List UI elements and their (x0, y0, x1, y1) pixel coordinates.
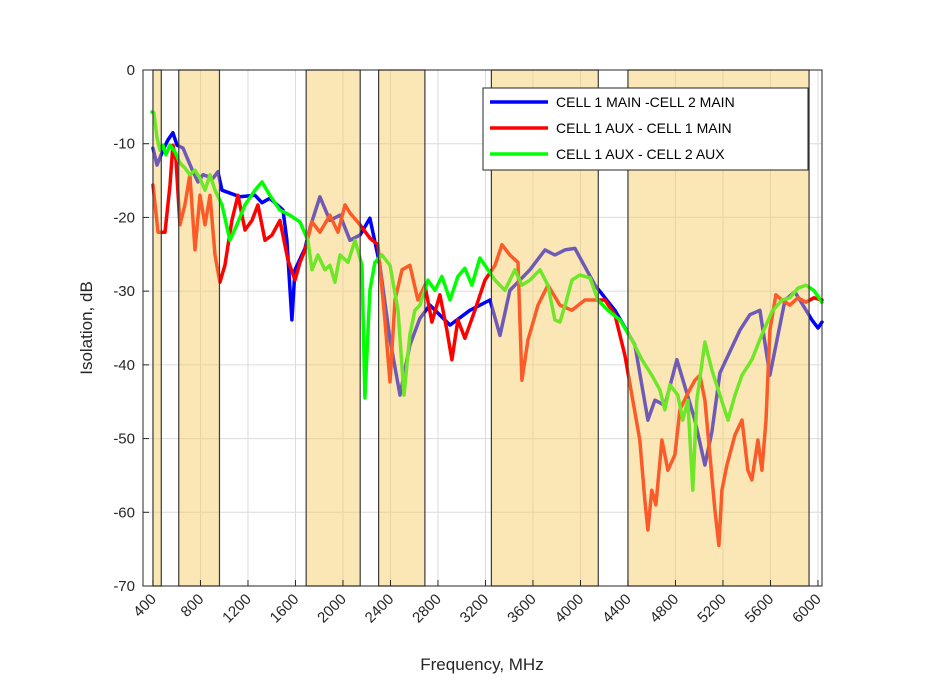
series-line-2 (151, 143, 824, 548)
frequency-band (178, 69, 221, 587)
legend-label-2: CELL 1 AUX - CELL 1 MAIN (556, 120, 732, 136)
y-ticks: 0 -10 -20 -30 -40 -50 -60 -70 (113, 62, 149, 595)
x-tick-label: 6000 (789, 591, 825, 627)
y-tick-label: -30 (113, 283, 135, 300)
y-tick-label: 0 (127, 62, 135, 79)
x-tick-label: 400 (130, 591, 160, 621)
x-tick-label: 800 (178, 591, 208, 621)
x-tick-label: 2000 (314, 591, 350, 627)
x-ticks: 400 800 1200 1600 2000 2400 2800 3200 3600 4000 44… (130, 580, 825, 626)
frequency-band (305, 69, 361, 587)
x-tick-label: 3200 (457, 591, 493, 627)
legend-label-3: CELL 1 AUX - CELL 2 AUX (556, 146, 725, 162)
series-lines (150, 110, 824, 548)
x-tick-label: 4400 (599, 591, 635, 627)
series-line-3 (150, 110, 824, 492)
frequency-band (152, 69, 162, 587)
y-tick-label: -40 (113, 357, 135, 374)
x-tick-label: 4000 (552, 591, 588, 627)
legend-label-1: CELL 1 MAIN -CELL 2 MAIN (556, 94, 735, 110)
y-axis-label: Isolation, dB (77, 281, 96, 375)
x-axis-label: Frequency, MHz (420, 655, 543, 674)
frequency-band (377, 69, 426, 587)
x-tick-label: 5200 (694, 591, 730, 627)
y-tick-label: -70 (113, 578, 135, 595)
x-tick-label: 4800 (647, 591, 683, 627)
axes-box (142, 69, 823, 587)
x-tick-label: 2400 (362, 591, 398, 627)
legend: CELL 1 MAIN -CELL 2 MAIN CELL 1 AUX - CEL… (482, 87, 809, 171)
y-tick-label: -10 (113, 136, 135, 153)
y-tick-label: -50 (113, 431, 135, 448)
y-tick-label: -60 (113, 504, 135, 521)
x-tick-label: 5600 (742, 591, 778, 627)
x-tick-label: 3600 (504, 591, 540, 627)
x-tick-label: 1200 (219, 591, 255, 627)
x-tick-label: 2800 (409, 591, 445, 627)
y-tick-label: -20 (113, 209, 135, 226)
x-tick-label: 1600 (267, 591, 303, 627)
